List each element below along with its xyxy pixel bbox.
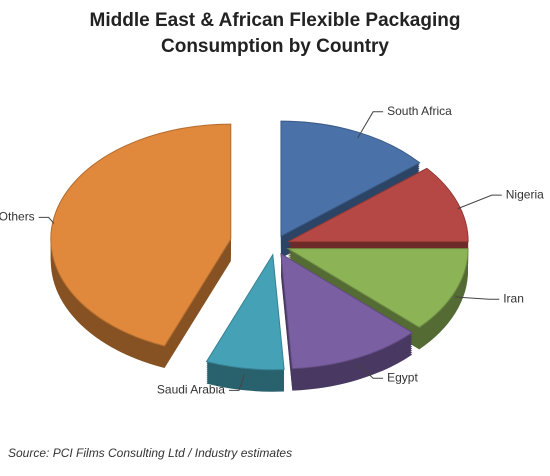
slice-label: Nigeria (506, 187, 544, 201)
pie-slice (287, 167, 469, 264)
pie-slice (280, 120, 421, 259)
leader-line (38, 216, 55, 224)
leader-line (357, 363, 384, 379)
leader-line (357, 111, 384, 139)
pie-slice (50, 123, 232, 369)
pie-slice (280, 252, 414, 391)
leader-line (457, 194, 502, 210)
slice-label: Egypt (387, 370, 418, 384)
slice-top (205, 253, 285, 371)
slice-label: Others (0, 210, 35, 224)
slice-top (50, 123, 232, 347)
chart-title: Middle East & African Flexible Packaging… (89, 10, 461, 57)
leader-line (455, 296, 500, 300)
slice-top (280, 252, 414, 370)
slice-top (286, 248, 469, 328)
slice-label: Iran (503, 291, 524, 305)
pie-slice (205, 253, 285, 392)
slice-top (287, 167, 469, 243)
slice-top (280, 120, 421, 237)
leader-line (228, 374, 246, 391)
slice-label: South Africa (387, 104, 452, 118)
source-note: Source: PCI Films Consulting Ltd / Indus… (8, 446, 293, 460)
slice-label: Saudi Arabia (157, 383, 225, 397)
